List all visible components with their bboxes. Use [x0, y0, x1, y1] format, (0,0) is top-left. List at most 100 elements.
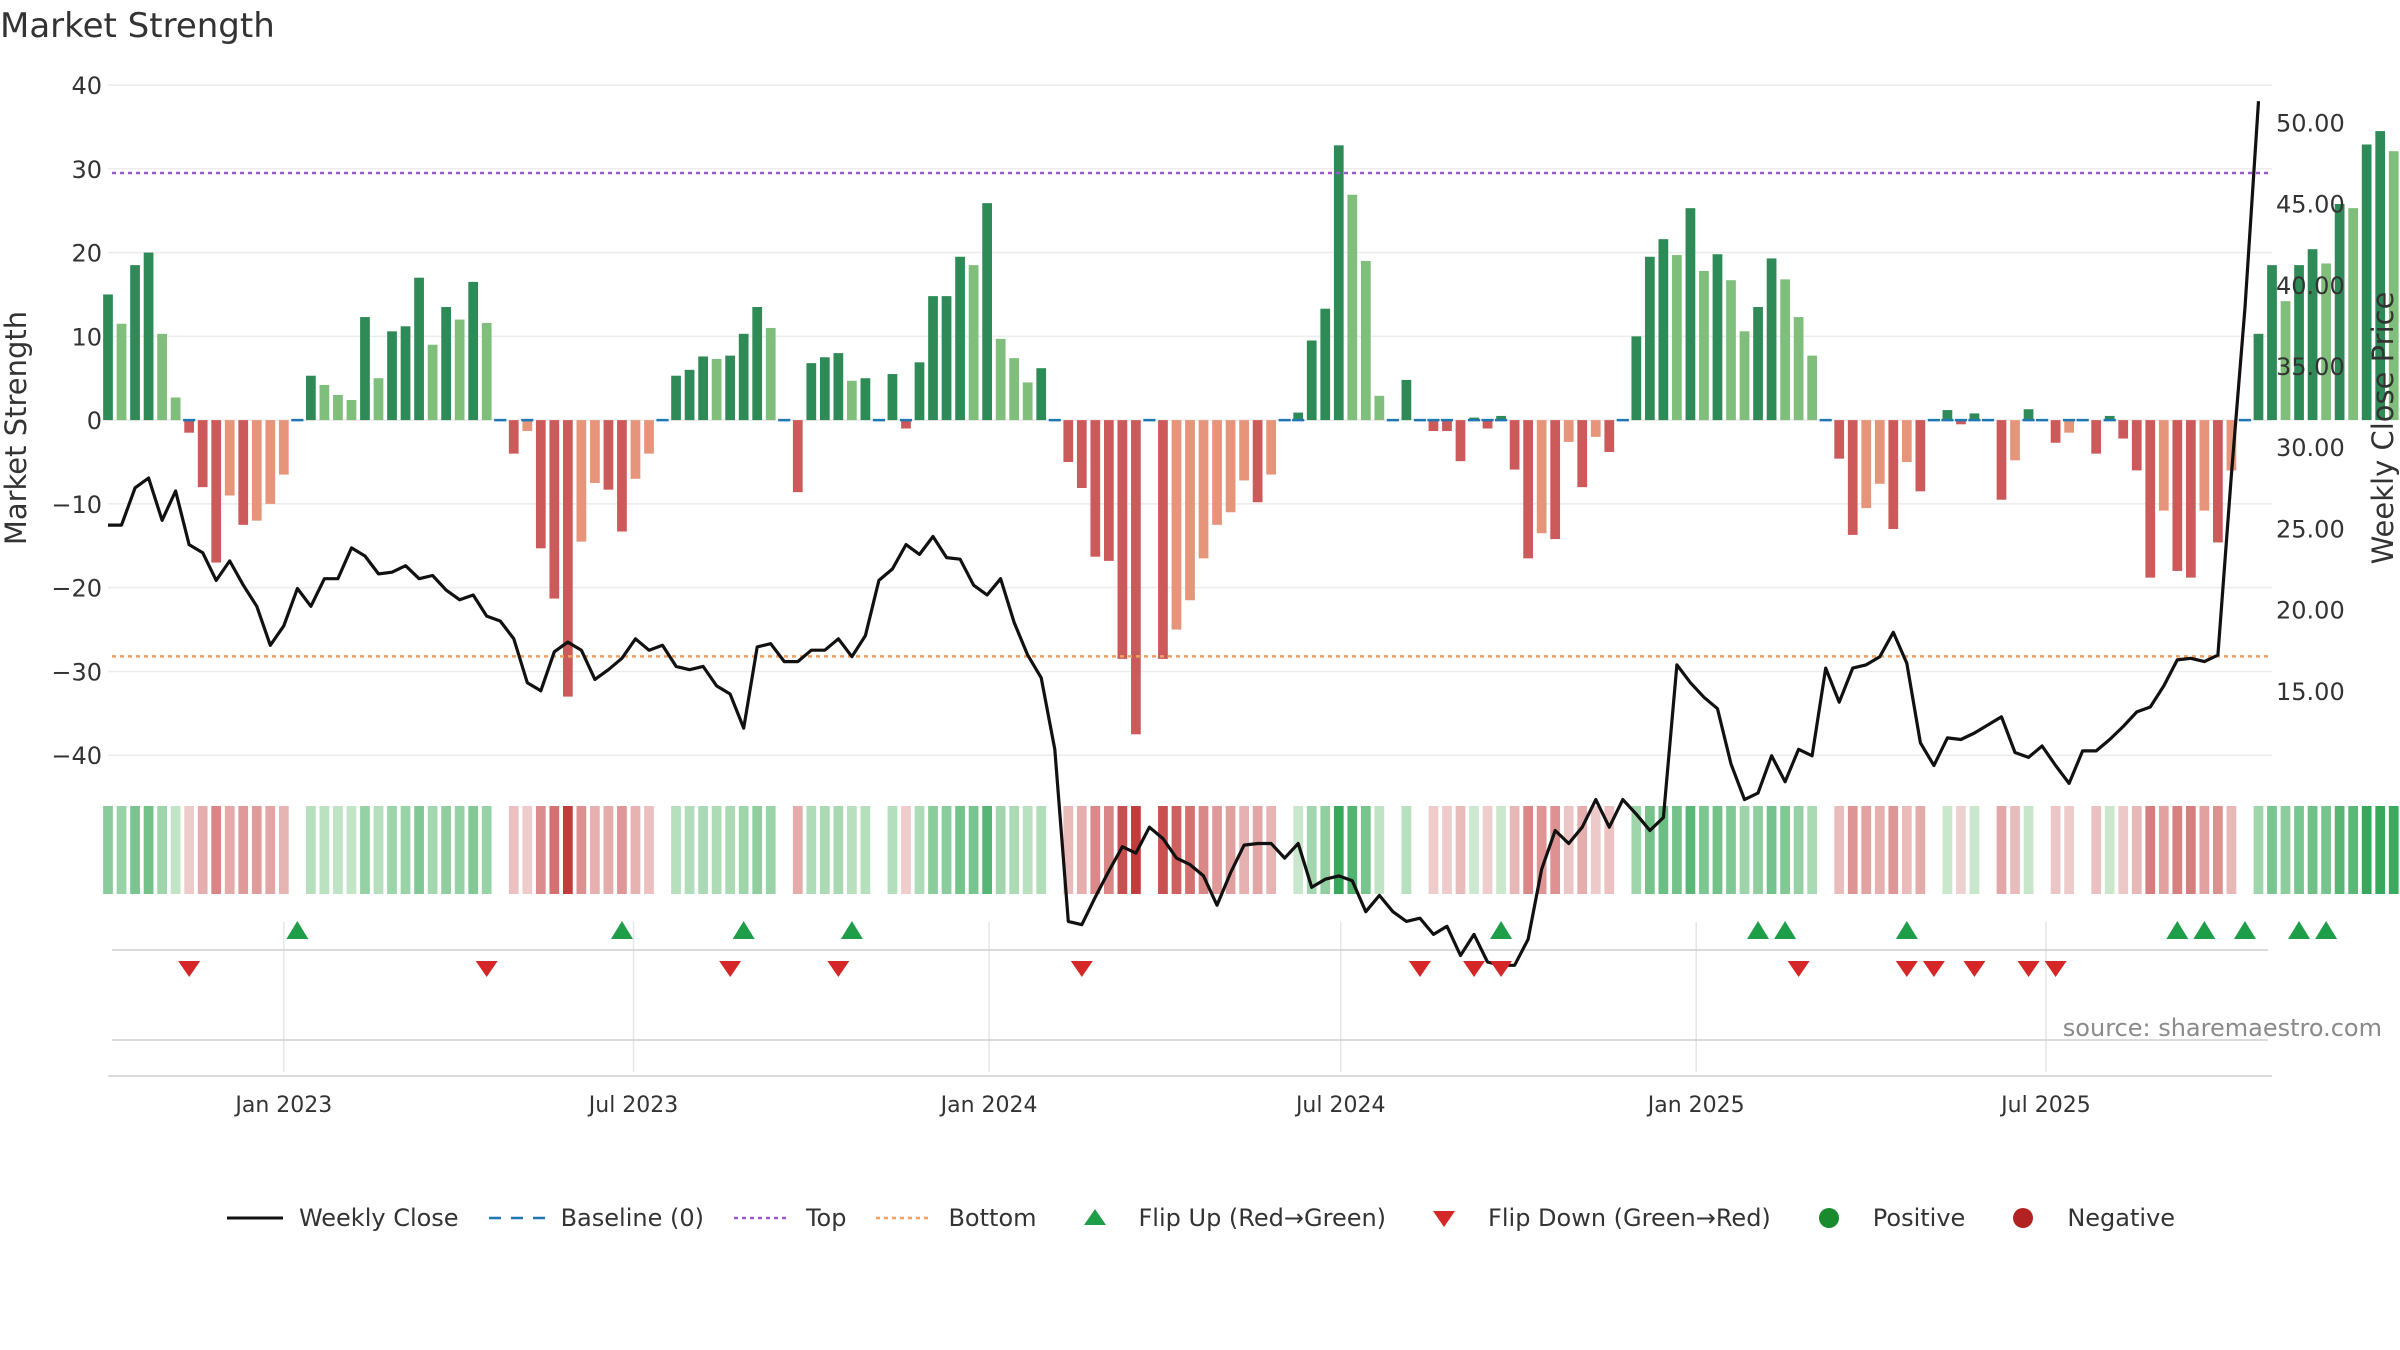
- strength-bar: [1793, 317, 1804, 421]
- heat-cell: [238, 806, 249, 894]
- strength-bar: [698, 356, 708, 421]
- heat-cell: [454, 806, 465, 894]
- heat-cell: [1861, 806, 1872, 894]
- flip-up-marker: [286, 921, 309, 939]
- heat-cell: [2388, 806, 2399, 894]
- legend-item: Flip Down (Green→Red): [1414, 1204, 1771, 1232]
- flip-up-marker: [840, 921, 863, 939]
- strength-bar: [2131, 420, 2142, 471]
- strength-bar: [1915, 420, 1926, 492]
- heat-cell: [468, 806, 479, 894]
- heat-cell: [982, 806, 992, 894]
- strength-bar: [2199, 420, 2210, 511]
- strength-bar: [1969, 413, 1980, 421]
- heat-cell: [968, 806, 979, 894]
- heat-cell: [1239, 806, 1249, 894]
- strength-bar: [1347, 194, 1358, 421]
- heat-cell: [833, 806, 844, 894]
- strength-bar: [1185, 420, 1195, 601]
- heat-cell: [1509, 806, 1520, 894]
- strength-bar: [1672, 255, 1682, 421]
- strength-bar: [211, 420, 222, 563]
- strength-bar: [819, 357, 830, 421]
- flip-up-marker: [610, 921, 633, 939]
- flip-down-marker: [1070, 961, 1093, 977]
- strength-bar: [2118, 420, 2129, 439]
- strength-bar: [941, 296, 952, 421]
- chart-title: Market Strength: [0, 6, 275, 46]
- heat-cell: [346, 806, 357, 894]
- heat-cell: [2267, 806, 2277, 894]
- strength-bar: [2361, 144, 2372, 421]
- strength-bar: [143, 252, 154, 421]
- heat-cell: [414, 806, 424, 894]
- heat-cell: [116, 806, 127, 894]
- strength-bar: [2348, 208, 2359, 421]
- heat-cell: [576, 806, 587, 894]
- flip-down-marker: [1787, 961, 1810, 977]
- strength-bar: [1374, 395, 1385, 421]
- strength-bar: [1942, 410, 1953, 421]
- x-tick-label: Jul 2025: [1999, 1093, 2091, 1118]
- strength-bar: [427, 344, 438, 421]
- strength-bar: [711, 358, 722, 421]
- strength-bar: [982, 203, 992, 421]
- heat-cell: [1956, 806, 1966, 894]
- strength-bar: [1131, 420, 1141, 735]
- heat-cell: [2280, 806, 2291, 894]
- heat-cell: [1793, 806, 1804, 894]
- heat-cell: [400, 806, 411, 894]
- heat-cell: [1685, 806, 1696, 894]
- strength-bar: [1699, 270, 1709, 421]
- heat-cell: [1550, 806, 1561, 894]
- heat-cell: [319, 806, 330, 894]
- flip-up-marker: [2193, 921, 2216, 939]
- heat-cell: [725, 806, 736, 894]
- y-tick-label: −40: [51, 742, 102, 770]
- legend-item: Bottom: [874, 1204, 1037, 1232]
- strength-bar: [2010, 420, 2020, 461]
- heat-cell: [1590, 806, 1601, 894]
- heat-cell: [1969, 806, 1980, 894]
- flip-up-marker: [2288, 921, 2311, 939]
- heat-cell: [2294, 806, 2304, 894]
- heat-cell: [1807, 806, 1818, 894]
- heat-cell: [1022, 806, 1033, 894]
- heat-cell: [1103, 806, 1114, 894]
- heat-cell: [1847, 806, 1858, 894]
- heat-cell: [1171, 806, 1182, 894]
- heat-cell: [1996, 806, 2007, 894]
- strength-bar: [2023, 409, 2034, 421]
- heat-cell: [1212, 806, 1222, 894]
- heat-cell: [1834, 806, 1845, 894]
- strength-bar: [184, 420, 195, 433]
- strength-bar: [2307, 249, 2318, 421]
- heat-cell: [738, 806, 749, 894]
- strength-bar: [2334, 203, 2345, 421]
- legend-swatch: [226, 1216, 283, 1220]
- strength-bar: [251, 420, 262, 521]
- strength-bar: [1333, 145, 1344, 421]
- heat-cell: [914, 806, 925, 894]
- strength-bar: [1861, 420, 1872, 509]
- strength-bar: [2280, 301, 2291, 421]
- heat-cell: [1076, 806, 1087, 894]
- y2-tick-label: 30.00: [2276, 434, 2345, 462]
- flip-down-marker: [1463, 961, 1486, 977]
- heat-cell: [1577, 806, 1588, 894]
- strength-bar: [1158, 420, 1168, 659]
- legend-item: Flip Up (Red→Green): [1065, 1204, 1386, 1232]
- heat-cell: [2361, 806, 2372, 894]
- strength-bar: [752, 307, 763, 421]
- legend: Weekly Close Baseline (0) Top Bottom Flip Up…: [0, 1204, 2400, 1232]
- strength-bars: [103, 131, 2399, 735]
- heat-cell: [360, 806, 370, 894]
- legend-swatch: [1818, 1208, 1839, 1228]
- strength-heat-strip: [103, 806, 2399, 894]
- strength-bar: [1590, 420, 1601, 437]
- flip-down-marker: [178, 961, 201, 977]
- flip-down-marker: [719, 961, 742, 977]
- heat-cell: [2064, 806, 2074, 894]
- y2-tick-label: 20.00: [2276, 597, 2345, 625]
- heat-cell: [1469, 806, 1479, 894]
